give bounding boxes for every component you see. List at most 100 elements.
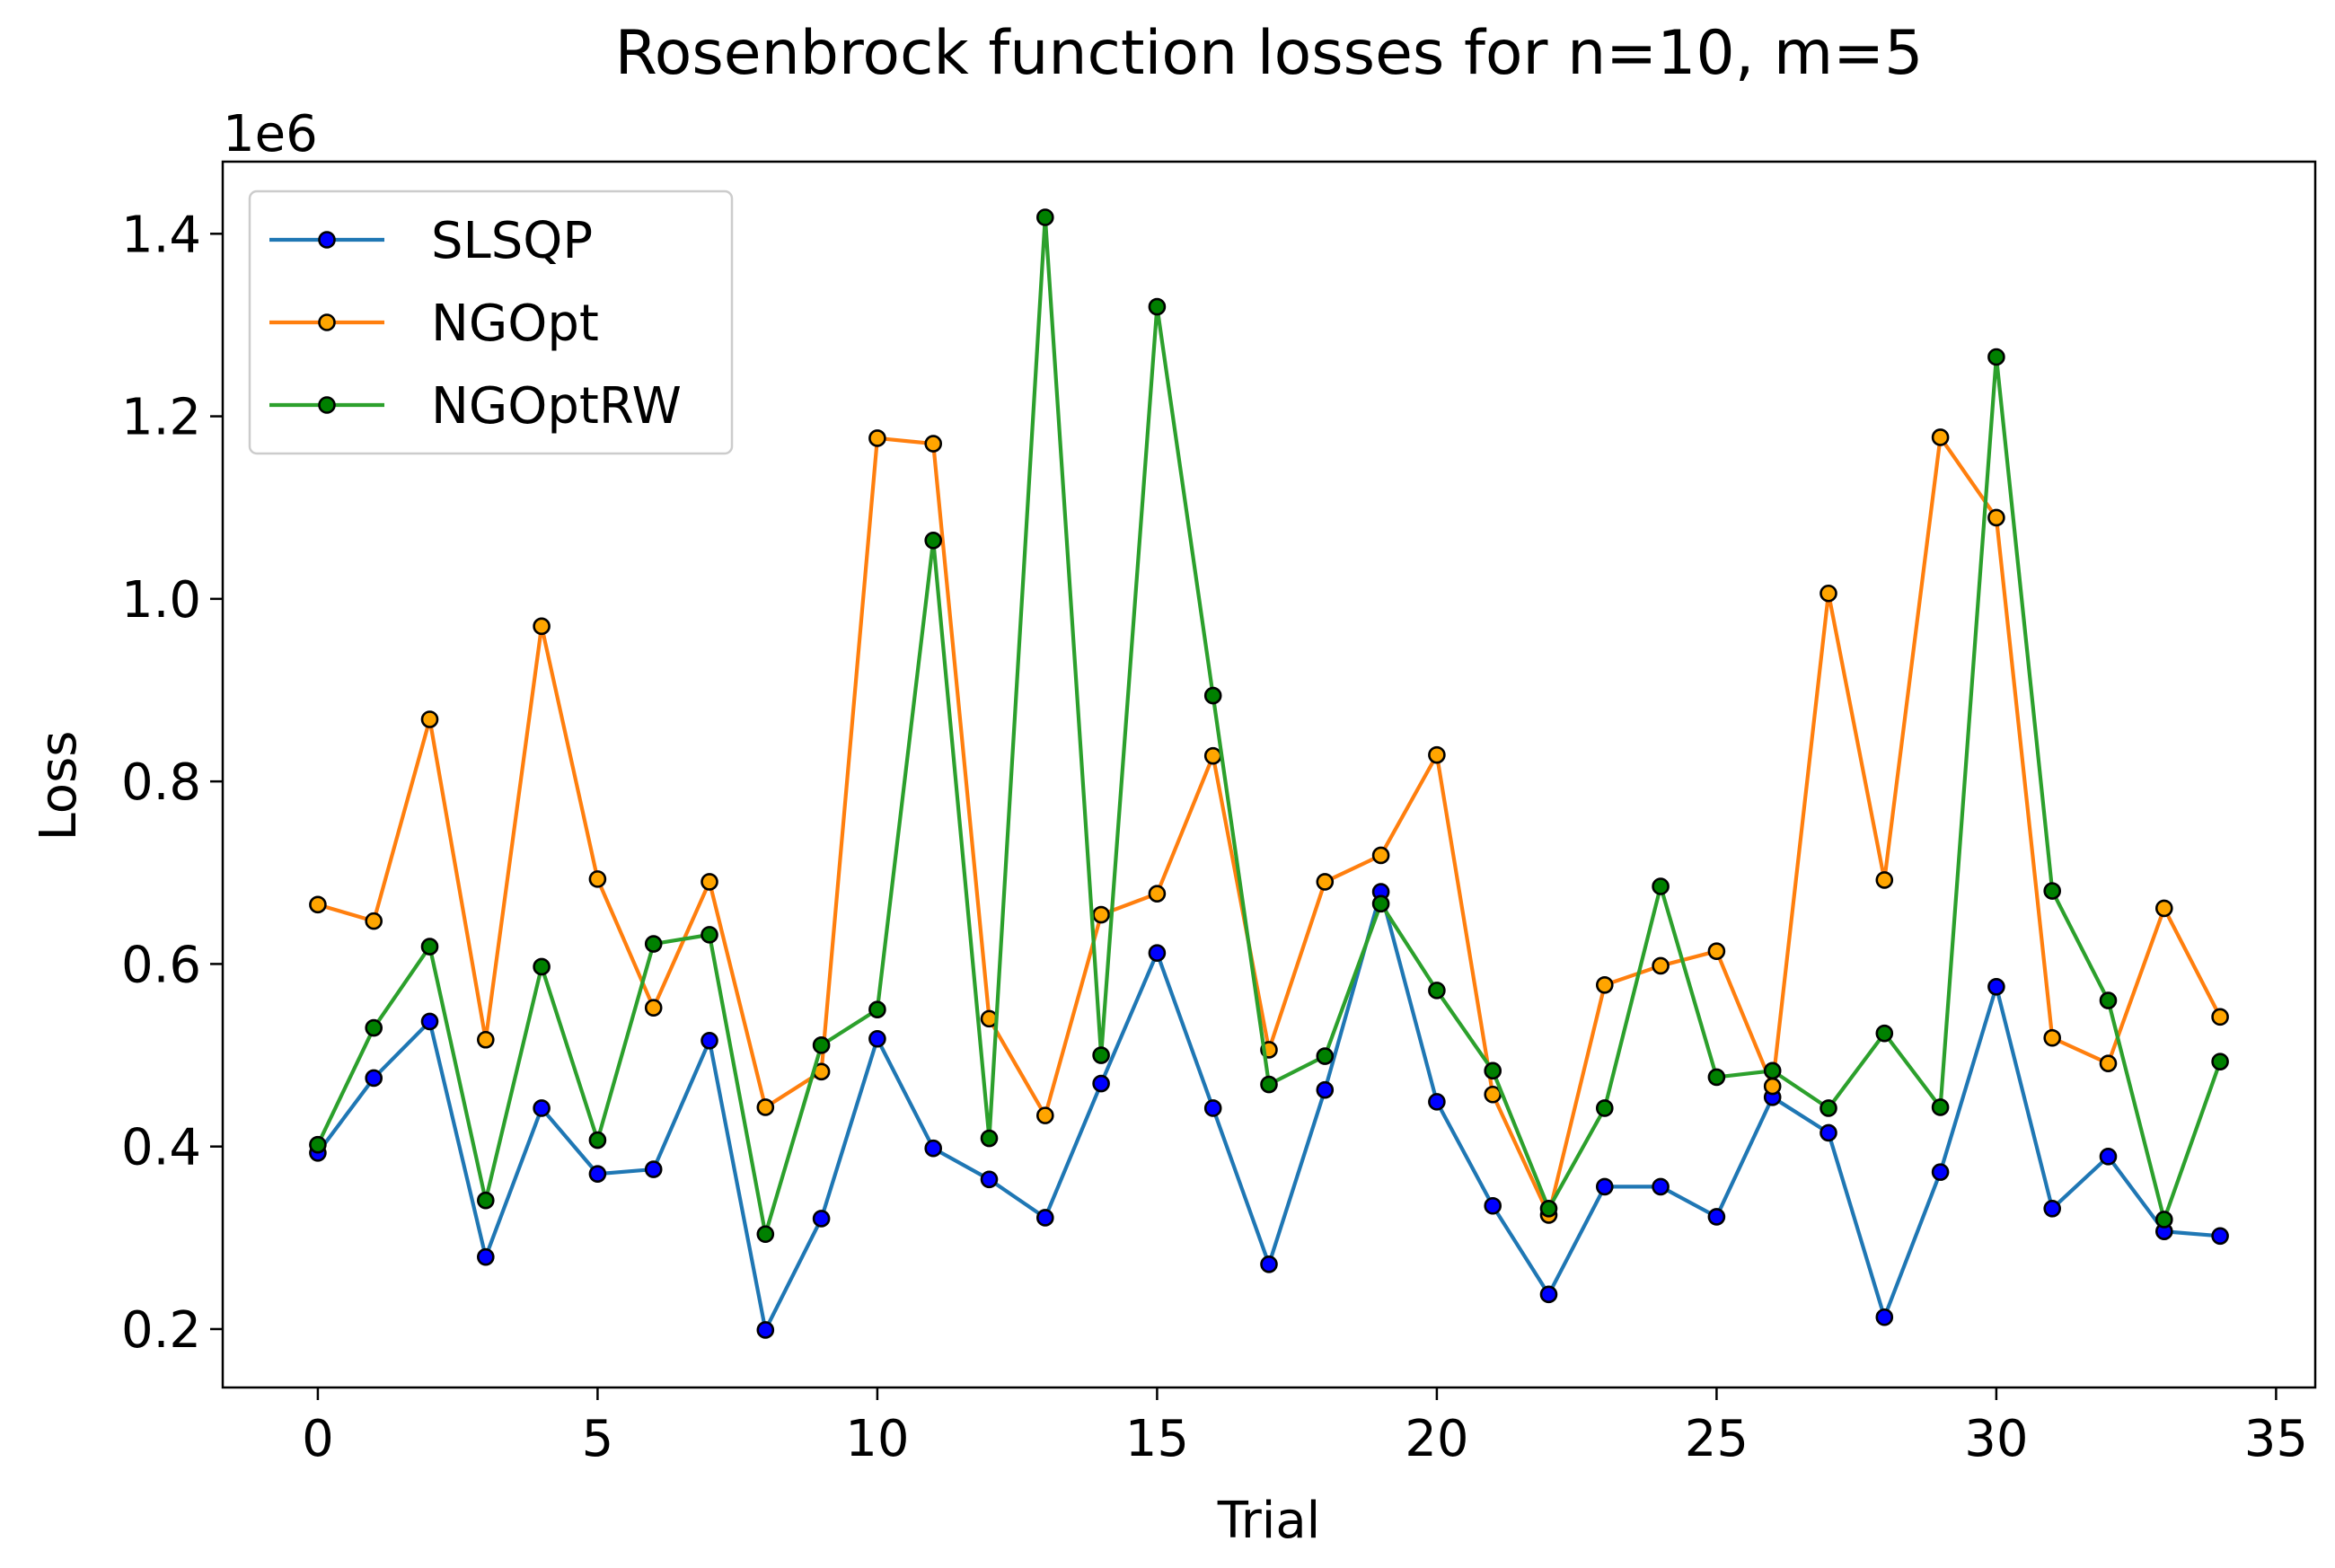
data-point-ngopt [1092,905,1110,924]
data-point-ngoptrw [365,1018,383,1037]
x-axis-label: Trial [1217,1492,1320,1550]
data-point-slsqp [588,1165,607,1183]
data-point-slsqp [1036,1209,1054,1227]
data-point-slsqp [2043,1199,2061,1218]
data-point-slsqp [365,1069,383,1088]
legend-marker-ngopt [318,313,336,331]
data-point-slsqp [1539,1285,1558,1304]
data-point-ngoptrw [533,957,551,976]
x-tick-label: 30 [1964,1410,2028,1468]
data-point-ngopt [477,1030,495,1049]
data-point-ngopt [2154,899,2173,918]
data-point-ngoptrw [1875,1024,1894,1043]
plot-frame [221,160,2317,1389]
data-point-slsqp [1203,1099,1222,1117]
series-ngoptrw [309,208,2229,1244]
chart-title: Rosenbrock function losses for n=10, m=5 [615,18,1924,89]
data-point-ngoptrw [1203,686,1222,705]
y-tick-label: 0.4 [121,1119,201,1177]
data-point-ngoptrw [1260,1075,1278,1094]
data-point-ngoptrw [1539,1199,1558,1218]
legend-label-slsqp: SLSQP [431,212,593,270]
data-point-slsqp [1931,1163,1950,1181]
data-point-ngopt [756,1098,775,1116]
legend-marker-slsqp [318,231,336,249]
legend-label-ngoptrw: NGOptRW [431,377,682,436]
data-point-ngopt [1036,1106,1054,1124]
data-point-ngoptrw [588,1131,607,1150]
plot-series [309,208,2229,1339]
series-ngopt [309,428,2229,1224]
data-point-ngoptrw [1371,894,1390,913]
data-point-ngopt [924,435,943,453]
data-point-ngopt [1652,956,1670,975]
data-point-ngoptrw [2154,1211,2173,1229]
data-point-slsqp [924,1139,943,1158]
data-point-ngoptrw [1931,1098,1950,1116]
x-tick-label: 20 [1405,1410,1468,1468]
data-point-ngopt [1148,885,1167,903]
x-tick-label: 15 [1125,1410,1189,1468]
data-point-ngoptrw [812,1036,831,1054]
data-point-ngoptrw [924,531,943,550]
data-point-ngopt [644,999,663,1017]
data-point-slsqp [477,1247,495,1266]
data-point-ngoptrw [1316,1047,1335,1065]
y-offset-label: 1e6 [223,105,318,163]
data-point-slsqp [644,1160,663,1178]
data-point-ngopt [700,873,718,891]
data-point-ngoptrw [1148,297,1167,316]
data-point-slsqp [1595,1177,1614,1196]
data-point-slsqp [756,1321,775,1339]
data-point-ngopt [1987,508,2005,527]
legend-marker-ngoptrw [318,396,336,414]
x-tick-label: 10 [845,1410,909,1468]
y-tick-label: 0.2 [121,1301,201,1360]
data-point-ngopt [2211,1008,2229,1026]
legend: SLSQP NGOpt NGOptRW [248,189,734,455]
data-point-ngoptrw [1763,1061,1782,1080]
legend-box [248,189,734,455]
data-point-ngoptrw [868,1000,886,1019]
data-point-ngoptrw [1595,1099,1614,1117]
data-point-slsqp [2099,1148,2118,1166]
x-tick-label: 5 [582,1410,614,1468]
data-point-ngoptrw [1820,1099,1837,1117]
data-point-ngopt [533,617,551,636]
data-point-ngopt [2043,1028,2061,1047]
data-point-ngoptrw [2211,1053,2229,1070]
data-point-slsqp [533,1099,551,1117]
data-point-slsqp [1148,944,1167,963]
data-point-ngoptrw [309,1135,327,1154]
y-tick-label: 1.4 [121,206,201,264]
data-point-ngoptrw [1652,877,1670,895]
data-point-ngopt [1875,871,1894,889]
data-point-ngopt [1707,942,1726,960]
data-point-slsqp [1875,1308,1894,1326]
data-point-ngoptrw [700,926,718,944]
data-point-ngopt [420,710,439,728]
data-point-slsqp [1316,1080,1335,1099]
data-point-slsqp [812,1210,831,1228]
data-point-slsqp [980,1170,999,1189]
x-tick-label: 0 [302,1410,334,1468]
legend-label-ngopt: NGOpt [431,295,599,353]
y-tick-label: 1.0 [121,571,201,630]
y-tick-label: 0.6 [121,936,201,994]
x-tick-label: 35 [2244,1410,2308,1468]
data-point-slsqp [1820,1123,1837,1142]
data-point-ngoptrw [756,1225,775,1244]
data-point-ngoptrw [1092,1046,1110,1064]
x-tick-label: 25 [1685,1410,1749,1468]
data-point-ngopt [1763,1077,1782,1096]
data-point-ngopt [1316,873,1335,891]
data-point-ngopt [1820,584,1837,603]
data-point-slsqp [1428,1093,1446,1111]
data-point-ngoptrw [1987,348,2005,366]
data-point-ngoptrw [1036,208,1054,226]
data-point-ngopt [1484,1085,1502,1104]
data-point-ngoptrw [980,1129,999,1148]
y-tick-label: 0.8 [121,753,201,812]
data-point-slsqp [700,1031,718,1050]
